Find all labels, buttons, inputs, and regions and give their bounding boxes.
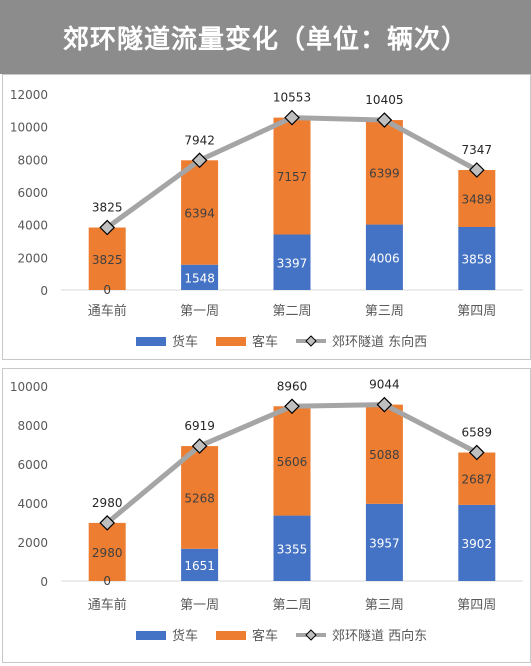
bus-data-label: 6394 (184, 206, 215, 220)
bus-bar (181, 160, 219, 265)
legend-truck-label: 货车 (172, 628, 198, 644)
y-tick-label: 8000 (17, 419, 48, 433)
truck-data-label: 1651 (184, 559, 215, 573)
x-tick-label: 通车前 (88, 597, 127, 613)
total-data-label: 2980 (92, 496, 123, 510)
page-title: 郊环隧道流量变化（单位：辆次） (62, 24, 468, 55)
total-marker (376, 112, 393, 128)
chart-east-to-west: 0 2000 4000 6000 8000 10000 12000 0 3825 通车前 1548 6… (10, 88, 523, 350)
bus-bar (273, 117, 311, 235)
chart-panel-east-to-west: 0 2000 4000 6000 8000 10000 12000 0 3825 通车前 1548 6… (2, 74, 531, 360)
bus-data-label: 3825 (92, 253, 123, 267)
y-tick-label: 10000 (10, 380, 48, 394)
truck-bar (181, 548, 219, 581)
total-data-label: 6919 (184, 419, 215, 433)
bus-data-label: 2687 (462, 473, 493, 487)
truck-bar (458, 504, 496, 581)
total-marker (468, 162, 485, 178)
x-tick-label: 第四周 (457, 598, 496, 613)
bus-bar (88, 522, 126, 581)
legend-line-marker (305, 335, 317, 347)
total-data-label: 9044 (369, 378, 400, 392)
total-marker (468, 444, 485, 461)
y-tick-label: 0 (40, 284, 48, 298)
truck-bar (458, 226, 496, 290)
total-data-label: 10405 (365, 93, 403, 107)
legend-bus-label: 客车 (252, 334, 278, 350)
x-tick-label: 第三周 (365, 598, 404, 613)
bus-bar (458, 452, 496, 505)
total-data-label: 3825 (92, 201, 123, 215)
y-tick-label: 0 (40, 575, 48, 589)
bus-bar (181, 446, 219, 549)
truck-data-label: 1548 (184, 271, 215, 285)
x-tick-label: 通车前 (88, 303, 127, 319)
legend-truck-swatch (136, 337, 166, 346)
chart-panel-west-to-east: 0 2000 4000 6000 8000 10000 0 2980 通车前 1651 5268 第一… (2, 368, 531, 663)
bus-bar (458, 169, 496, 227)
x-tick-label: 第四周 (457, 304, 496, 319)
truck-data-label: 4006 (369, 251, 400, 265)
total-data-label: 7347 (462, 143, 493, 157)
x-tick-label: 第三周 (365, 304, 404, 319)
legend-line-marker (305, 629, 317, 641)
truck-data-label: 3902 (462, 537, 493, 551)
x-tick-label: 第二周 (272, 304, 311, 319)
header-banner: 郊环隧道流量变化（单位：辆次） (0, 0, 531, 74)
legend-bus-swatch (216, 631, 246, 640)
legend-bus-label: 客车 (252, 628, 278, 644)
x-tick-label: 第一周 (180, 598, 219, 613)
bus-data-label: 3489 (462, 192, 493, 206)
total-marker (99, 515, 116, 531)
total-marker (376, 396, 393, 413)
truck-data-label: 3397 (277, 256, 308, 270)
total-data-label: 8960 (277, 379, 308, 393)
legend-line-label: 郊环隧道 西向东 (332, 628, 427, 644)
bus-data-label: 7157 (277, 170, 308, 184)
y-tick-label: 4000 (17, 219, 48, 233)
y-tick-label: 2000 (17, 251, 48, 265)
total-marker (191, 152, 208, 169)
total-data-label: 10553 (273, 91, 311, 105)
total-data-label: 6589 (462, 426, 493, 440)
truck-bar (273, 515, 311, 581)
y-tick-label: 2000 (17, 536, 48, 550)
y-tick-label: 10000 (10, 121, 48, 135)
legend-truck-swatch (136, 631, 166, 640)
legend-truck-label: 货车 (172, 334, 198, 350)
bus-bar (365, 120, 403, 225)
total-marker (191, 438, 208, 454)
total-marker (284, 109, 300, 126)
x-tick-label: 第一周 (180, 304, 219, 319)
y-tick-label: 4000 (17, 497, 48, 511)
truck-data-label: 3858 (462, 252, 493, 266)
truck-data-label: 0 (103, 574, 111, 588)
legend-line-label: 郊环隧道 东向西 (332, 334, 427, 350)
y-tick-label: 8000 (17, 153, 48, 167)
bus-data-label: 5268 (184, 491, 215, 505)
total-data-label: 7942 (184, 133, 215, 147)
bus-bar (273, 406, 311, 516)
bus-bar (88, 227, 126, 290)
truck-data-label: 3355 (277, 542, 308, 556)
total-marker (284, 398, 300, 415)
total-marker (99, 219, 116, 236)
truck-bar (365, 503, 403, 581)
truck-bar (273, 234, 311, 290)
bus-bar (365, 404, 403, 504)
truck-bar (181, 264, 219, 290)
bus-data-label: 5606 (277, 455, 308, 469)
y-tick-label: 6000 (17, 186, 48, 200)
bus-data-label: 2980 (92, 546, 123, 560)
truck-bar (365, 224, 403, 290)
legend-bus-swatch (216, 337, 246, 346)
y-tick-label: 6000 (17, 458, 48, 472)
truck-data-label: 3957 (369, 536, 400, 550)
truck-data-label: 0 (103, 283, 111, 297)
chart-west-to-east: 0 2000 4000 6000 8000 10000 0 2980 通车前 1651 5268 第一… (10, 378, 523, 644)
x-tick-label: 第二周 (272, 598, 311, 613)
bus-data-label: 6399 (369, 166, 400, 180)
bus-data-label: 5088 (369, 448, 400, 462)
y-tick-label: 12000 (10, 88, 48, 102)
